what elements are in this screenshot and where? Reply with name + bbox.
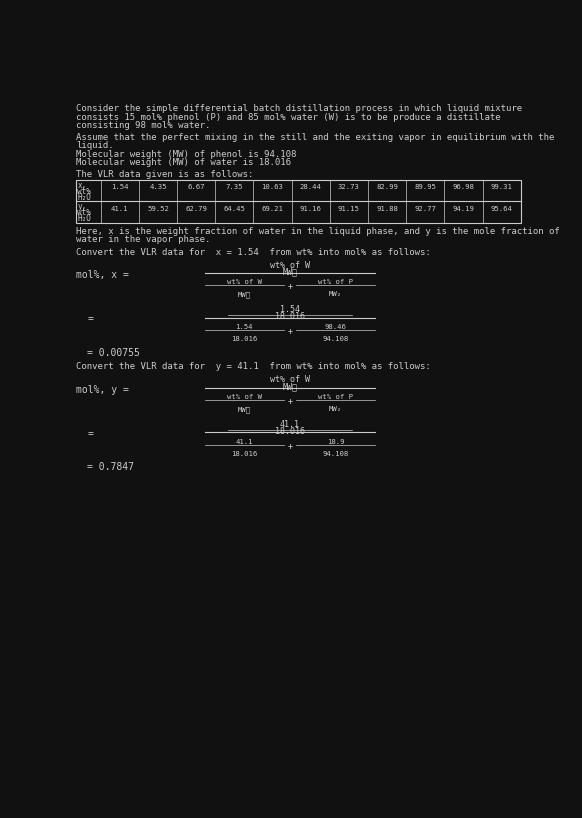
- Text: 7.35: 7.35: [226, 185, 243, 191]
- Text: 89.95: 89.95: [414, 185, 436, 191]
- Text: 1.54: 1.54: [111, 185, 129, 191]
- Text: 10.63: 10.63: [261, 185, 283, 191]
- Text: wt% of P: wt% of P: [318, 393, 353, 400]
- Text: water in the vapor phase.: water in the vapor phase.: [76, 236, 210, 245]
- Text: 99.31: 99.31: [491, 185, 513, 191]
- Text: wt% of P: wt% of P: [318, 279, 353, 285]
- Text: Consider the simple differential batch distillation process in which liquid mixt: Consider the simple differential batch d…: [76, 105, 522, 114]
- Text: 59.52: 59.52: [147, 206, 169, 212]
- Text: mol%, x =: mol%, x =: [76, 270, 129, 280]
- Text: 4.35: 4.35: [149, 185, 166, 191]
- Text: 41.1: 41.1: [280, 420, 300, 429]
- Text: 91.88: 91.88: [376, 206, 398, 212]
- Text: x,: x,: [77, 181, 87, 190]
- Bar: [76, 180, 521, 222]
- Text: 94.19: 94.19: [452, 206, 474, 212]
- Text: 18.016: 18.016: [275, 312, 305, 321]
- Text: y,: y,: [77, 202, 87, 211]
- Text: 41.1: 41.1: [111, 206, 129, 212]
- Text: MWᴄ: MWᴄ: [282, 267, 297, 276]
- Text: 98.46: 98.46: [325, 324, 346, 330]
- Text: Convert the VLR data for  x = 1.54  from wt% into mol% as follows:: Convert the VLR data for x = 1.54 from w…: [76, 248, 431, 257]
- Text: 18.016: 18.016: [275, 427, 305, 436]
- Text: 62.79: 62.79: [185, 206, 207, 212]
- Text: H₂O: H₂O: [77, 193, 91, 202]
- Text: 6.67: 6.67: [187, 185, 205, 191]
- Text: mol%, y =: mol%, y =: [76, 384, 129, 394]
- Text: MW₂: MW₂: [329, 407, 342, 412]
- Text: 28.44: 28.44: [300, 185, 322, 191]
- Text: 18.016: 18.016: [231, 451, 257, 456]
- Text: wt% of W: wt% of W: [269, 375, 310, 384]
- Text: +: +: [288, 442, 292, 451]
- Text: +: +: [288, 282, 292, 291]
- Text: MWᴄ: MWᴄ: [237, 407, 251, 413]
- Text: wt% of W: wt% of W: [226, 279, 261, 285]
- Text: =: =: [87, 315, 93, 325]
- Text: 41.1: 41.1: [235, 438, 253, 444]
- Text: 32.73: 32.73: [338, 185, 360, 191]
- Text: MWᴄ: MWᴄ: [282, 382, 297, 391]
- Text: H₂O: H₂O: [77, 214, 91, 223]
- Text: 94.108: 94.108: [322, 451, 349, 456]
- Text: wt%: wt%: [77, 187, 91, 196]
- Text: Molecular weight (MW) of water is 18.016: Molecular weight (MW) of water is 18.016: [76, 158, 291, 167]
- Text: +: +: [288, 327, 292, 336]
- Text: 69.21: 69.21: [261, 206, 283, 212]
- Text: MW₂: MW₂: [329, 291, 342, 298]
- Text: consisting 98 mol% water.: consisting 98 mol% water.: [76, 121, 210, 130]
- Text: = 0.00755: = 0.00755: [87, 348, 140, 357]
- Text: wt% of W: wt% of W: [226, 393, 261, 400]
- Text: Convert the VLR data for  y = 41.1  from wt% into mol% as follows:: Convert the VLR data for y = 41.1 from w…: [76, 362, 431, 371]
- Text: wt%: wt%: [77, 209, 91, 218]
- Text: 95.64: 95.64: [491, 206, 513, 212]
- Text: Molecular weight (MW) of phenol is 94.108: Molecular weight (MW) of phenol is 94.10…: [76, 150, 296, 159]
- Text: consists 15 mol% phenol (P) and 85 mol% water (W) is to be produce a distillate: consists 15 mol% phenol (P) and 85 mol% …: [76, 113, 501, 122]
- Text: 18.016: 18.016: [231, 336, 257, 342]
- Text: 1.54: 1.54: [280, 305, 300, 314]
- Text: 82.99: 82.99: [376, 185, 398, 191]
- Text: 18.9: 18.9: [327, 438, 344, 444]
- Text: = 0.7847: = 0.7847: [87, 462, 134, 472]
- Text: Here, x is the weight fraction of water in the liquid phase, and y is the mole f: Here, x is the weight fraction of water …: [76, 227, 560, 236]
- Text: 92.77: 92.77: [414, 206, 436, 212]
- Text: 96.98: 96.98: [452, 185, 474, 191]
- Text: 91.15: 91.15: [338, 206, 360, 212]
- Text: liquid.: liquid.: [76, 142, 113, 151]
- Text: +: +: [288, 397, 292, 406]
- Text: The VLR data given is as follows:: The VLR data given is as follows:: [76, 170, 253, 179]
- Text: 94.108: 94.108: [322, 336, 349, 342]
- Text: MWᴄ: MWᴄ: [237, 291, 251, 298]
- Text: 64.45: 64.45: [223, 206, 245, 212]
- Text: 91.16: 91.16: [300, 206, 322, 212]
- Text: 1.54: 1.54: [235, 324, 253, 330]
- Text: wt% of W: wt% of W: [269, 261, 310, 270]
- Text: =: =: [87, 429, 93, 439]
- Text: Assume that the perfect mixing in the still and the exiting vapor in equilibrium: Assume that the perfect mixing in the st…: [76, 133, 554, 142]
